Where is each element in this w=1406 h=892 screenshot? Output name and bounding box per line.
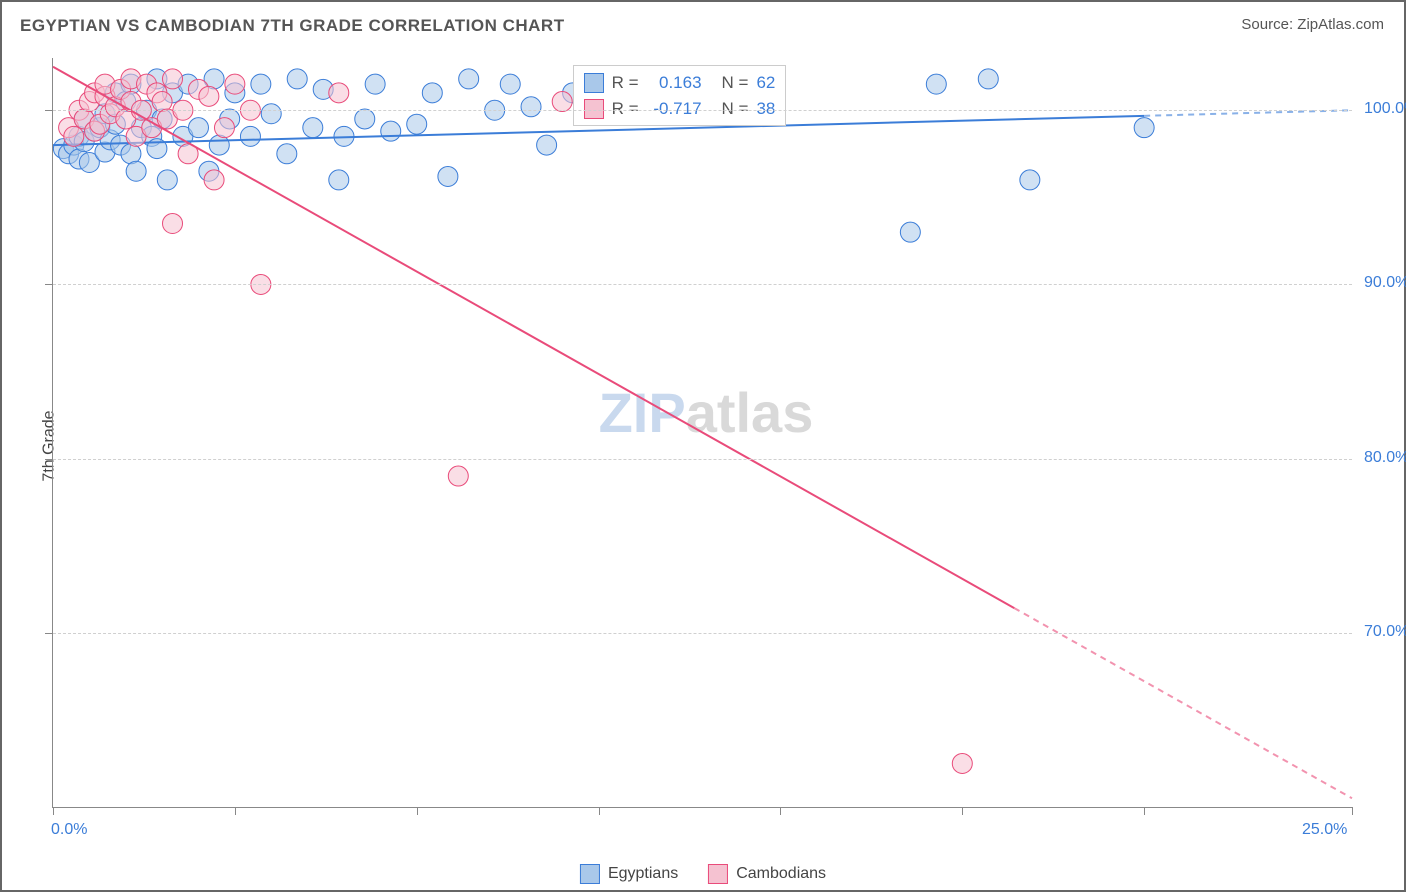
ytick	[45, 633, 53, 634]
xtick-label: 0.0%	[51, 821, 87, 839]
legend-label: Egyptians	[608, 865, 678, 883]
data-point	[422, 83, 442, 103]
data-point	[1020, 170, 1040, 190]
r-label: R =	[612, 70, 639, 96]
source-attribution: Source: ZipAtlas.com	[1241, 16, 1384, 33]
data-point	[199, 86, 219, 106]
data-point	[978, 69, 998, 89]
data-point	[1134, 118, 1154, 138]
data-point	[900, 222, 920, 242]
xtick	[1144, 807, 1145, 815]
xtick	[417, 807, 418, 815]
trend-line	[53, 67, 1014, 608]
r-label: R =	[612, 96, 639, 122]
xtick	[53, 807, 54, 815]
trend-line-extrapolated	[1014, 608, 1352, 798]
stats-row: R = -0.717 N = 38	[584, 96, 776, 122]
data-point	[381, 121, 401, 141]
data-point	[952, 753, 972, 773]
data-point	[287, 69, 307, 89]
legend-swatch	[580, 864, 600, 884]
legend-item: Egyptians	[580, 864, 678, 884]
ytick-label: 100.0%	[1364, 100, 1406, 118]
data-point	[152, 92, 172, 112]
xtick	[599, 807, 600, 815]
data-point	[126, 161, 146, 181]
data-point	[329, 83, 349, 103]
data-point	[407, 114, 427, 134]
gridline	[53, 284, 1352, 285]
xtick	[1352, 807, 1353, 815]
legend: Egyptians Cambodians	[580, 864, 826, 884]
data-point	[438, 166, 458, 186]
data-point	[521, 97, 541, 117]
n-label: N =	[722, 96, 749, 122]
data-point	[209, 135, 229, 155]
gridline	[53, 459, 1352, 460]
chart-frame: EGYPTIAN VS CAMBODIAN 7TH GRADE CORRELAT…	[0, 0, 1406, 892]
data-point	[121, 144, 141, 164]
source-label: Source:	[1241, 16, 1297, 33]
xtick-label: 25.0%	[1302, 821, 1347, 839]
gridline	[53, 633, 1352, 634]
chart-title: EGYPTIAN VS CAMBODIAN 7TH GRADE CORRELAT…	[20, 16, 565, 36]
data-point	[500, 74, 520, 94]
plot-svg	[53, 58, 1352, 807]
ytick-label: 80.0%	[1364, 449, 1406, 467]
series-swatch	[584, 99, 604, 119]
data-point	[251, 74, 271, 94]
ytick	[45, 459, 53, 460]
data-point	[365, 74, 385, 94]
data-point	[537, 135, 557, 155]
data-point	[261, 104, 281, 124]
data-point	[926, 74, 946, 94]
data-point	[204, 170, 224, 190]
data-point	[277, 144, 297, 164]
data-point	[64, 126, 84, 146]
ytick	[45, 110, 53, 111]
xtick	[780, 807, 781, 815]
data-point	[459, 69, 479, 89]
ytick	[45, 284, 53, 285]
data-point	[214, 118, 234, 138]
series-swatch	[584, 73, 604, 93]
n-value: 38	[756, 96, 775, 122]
data-point	[329, 170, 349, 190]
legend-item: Cambodians	[708, 864, 826, 884]
n-label: N =	[722, 70, 749, 96]
data-point	[157, 170, 177, 190]
n-value: 62	[756, 70, 775, 96]
data-point	[188, 118, 208, 138]
xtick	[962, 807, 963, 815]
gridline	[53, 110, 1352, 111]
data-point	[355, 109, 375, 129]
legend-label: Cambodians	[736, 865, 826, 883]
data-point	[163, 69, 183, 89]
data-point	[552, 92, 572, 112]
data-point	[240, 126, 260, 146]
source-value: ZipAtlas.com	[1297, 16, 1384, 33]
correlation-stats-box: R = 0.163 N = 62 R = -0.717 N = 38	[573, 65, 787, 126]
r-value: -0.717	[647, 96, 702, 122]
plot-area: ZIPatlas R =0.163N =62R =-0.717N =38 70.…	[52, 58, 1352, 808]
stats-row: R = 0.163 N = 62	[584, 70, 776, 96]
data-point	[303, 118, 323, 138]
ytick-label: 70.0%	[1364, 623, 1406, 641]
legend-swatch	[708, 864, 728, 884]
data-point	[448, 466, 468, 486]
data-point	[163, 213, 183, 233]
xtick	[235, 807, 236, 815]
r-value: 0.163	[647, 70, 702, 96]
ytick-label: 90.0%	[1364, 274, 1406, 292]
data-point	[225, 74, 245, 94]
